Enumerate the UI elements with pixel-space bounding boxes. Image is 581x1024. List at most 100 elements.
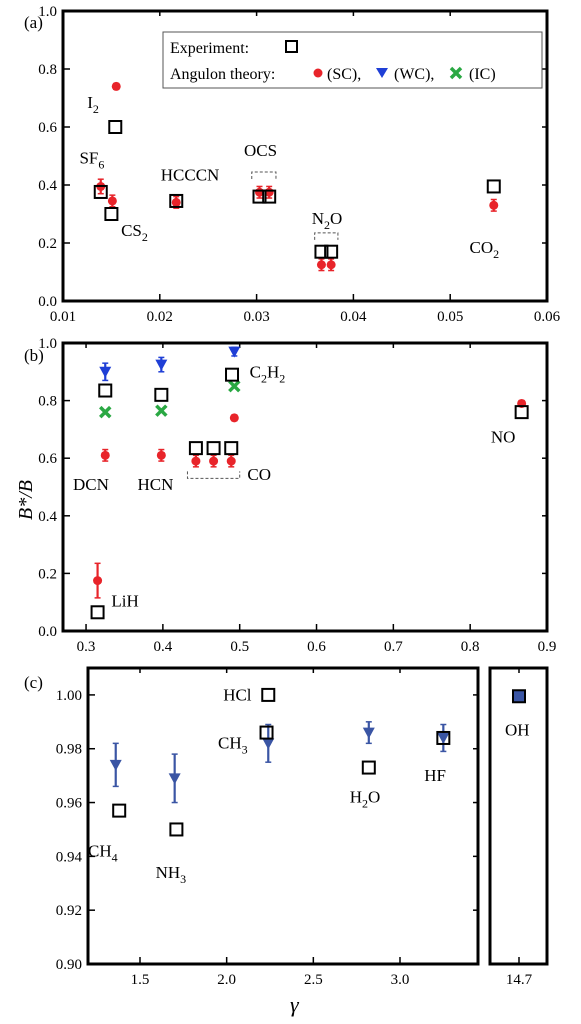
sc-point — [107, 196, 117, 206]
molecule-label: SF6 — [79, 148, 104, 171]
wc-point — [437, 732, 450, 744]
experiment-point — [108, 120, 123, 134]
sc-point — [100, 450, 110, 460]
sc-point — [316, 260, 326, 270]
experiment-point — [93, 184, 108, 199]
experiment-point — [112, 803, 127, 818]
experiment-point — [224, 441, 239, 456]
y-tick-label: 0.6 — [38, 120, 57, 136]
legend-ic-marker — [449, 66, 463, 80]
y-tick-label: 0.8 — [38, 394, 57, 410]
molecule-label: N2O — [312, 209, 343, 232]
x-tick-label: 0.4 — [153, 639, 172, 655]
experiment-point — [262, 189, 277, 204]
experiment-point — [225, 367, 240, 382]
y-tick-label: 0.98 — [56, 742, 82, 758]
y-tick-label: 0.96 — [56, 796, 83, 812]
sc-point — [226, 456, 236, 466]
panel-a-axes: 0.0 0.2 0.4 0.6 0.8 1.0 0.01 0.02 0.03 0.04 0.05 0.… — [38, 4, 560, 325]
ic-point — [228, 379, 241, 393]
wc-point — [155, 359, 168, 371]
experiment-point — [104, 207, 119, 221]
panel-a-annotations: I2 SF6 CS2 HCCCN OCS N2O CO2 — [79, 93, 499, 261]
legend-theory-label: Angulon theory: — [170, 66, 275, 83]
panel-c: (c) 0.90 0.92 0.94 0.96 0.98 1.00 1.5 2.0 2.5 3.0… — [24, 666, 480, 988]
experiment-point — [98, 383, 113, 398]
molecule-label: HF — [424, 766, 446, 785]
x-tick-label: 0.8 — [461, 639, 480, 655]
panel-a: (a) 0.00.20.40.60.81.00.01 0.02 0.03 0.04 0.… — [24, 4, 561, 325]
sc-point — [171, 197, 181, 207]
panel-b-label: (b) — [24, 346, 44, 365]
legend-wc-marker — [376, 68, 388, 78]
experiment-point — [314, 244, 329, 259]
wc-point — [109, 759, 122, 771]
molecule-label: CH4 — [88, 841, 118, 864]
molecule-label: OH — [505, 720, 530, 739]
molecule-label: C2H2 — [250, 363, 286, 386]
sc-point — [93, 576, 103, 586]
y-tick-label: 0.8 — [38, 62, 57, 78]
y-tick-label: 0.2 — [38, 566, 57, 582]
wc-point — [362, 727, 375, 739]
experiment-point — [90, 605, 105, 620]
molecule-label: CH3 — [218, 734, 248, 757]
molecule-label: NO — [491, 427, 516, 446]
y-tick-label: 0.4 — [38, 509, 57, 525]
x-tick-label: 2.5 — [304, 972, 323, 988]
experiment-point — [261, 687, 276, 702]
group-bracket — [186, 471, 241, 479]
x-tick-label: 0.05 — [437, 309, 463, 325]
molecule-label: HCl — [223, 685, 252, 704]
experiment-point — [324, 244, 339, 259]
molecule-label: HCN — [138, 475, 174, 494]
experiment-point — [154, 387, 169, 402]
panel-c-inset-annotations: OH — [505, 720, 530, 739]
wc-point — [228, 346, 241, 358]
experiment-point — [361, 760, 376, 775]
experiment-point — [252, 189, 267, 204]
x-tick-label: 14.7 — [506, 972, 533, 988]
legend: Experiment: Angulon theory: (SC), (WC), … — [162, 31, 543, 89]
molecule-label: OCS — [244, 141, 277, 160]
panel-a-frame — [61, 9, 549, 303]
sc-point — [156, 450, 166, 460]
y-tick-label: 0.0 — [38, 624, 57, 640]
y-tick-label: 0.0 — [38, 294, 57, 310]
experiment-point — [436, 730, 451, 745]
wc-point — [262, 738, 275, 750]
wc-point — [168, 773, 181, 785]
x-tick-label: 2.0 — [217, 972, 236, 988]
molecule-label: I2 — [87, 93, 99, 116]
panel-c-annotations: CH4 NH3 HCl CH3 H2O HF — [88, 685, 446, 886]
panel-c-inset-marks — [512, 689, 526, 704]
x-tick-label: 0.6 — [307, 639, 326, 655]
molecule-label: LiH — [111, 592, 138, 611]
legend-experiment-label: Experiment: — [170, 40, 249, 57]
experiment-point — [206, 441, 221, 456]
experiment-point — [169, 193, 184, 208]
y-tick-label: 1.00 — [56, 688, 82, 704]
panel-a-label: (a) — [24, 13, 43, 32]
legend-box — [162, 31, 543, 89]
y-tick-label: 0.6 — [38, 451, 57, 467]
legend-sc-label: (SC), — [327, 66, 361, 83]
legend-ic-label: (IC) — [469, 66, 496, 83]
molecule-label: HCCCN — [161, 166, 220, 185]
sc-point — [191, 456, 201, 466]
y-tick-label: 0.92 — [56, 903, 82, 919]
ic-point — [155, 404, 168, 417]
x-tick-label: 0.9 — [538, 639, 557, 655]
y-tick-label: 1.0 — [38, 4, 57, 20]
molecule-label: CO — [247, 465, 271, 484]
x-tick-label: 0.5 — [230, 639, 249, 655]
panel-b-annotations: C2H2 DCN HCN CO NO LiH — [73, 363, 515, 611]
y-tick-label: 0.90 — [56, 957, 82, 973]
panel-a-marks — [93, 81, 501, 272]
ic-point — [99, 405, 112, 419]
panel-c-label: (c) — [24, 673, 43, 692]
panel-c-frame — [86, 666, 480, 966]
x-tick-label: 0.3 — [77, 639, 96, 655]
panel-c-marks — [109, 687, 451, 837]
